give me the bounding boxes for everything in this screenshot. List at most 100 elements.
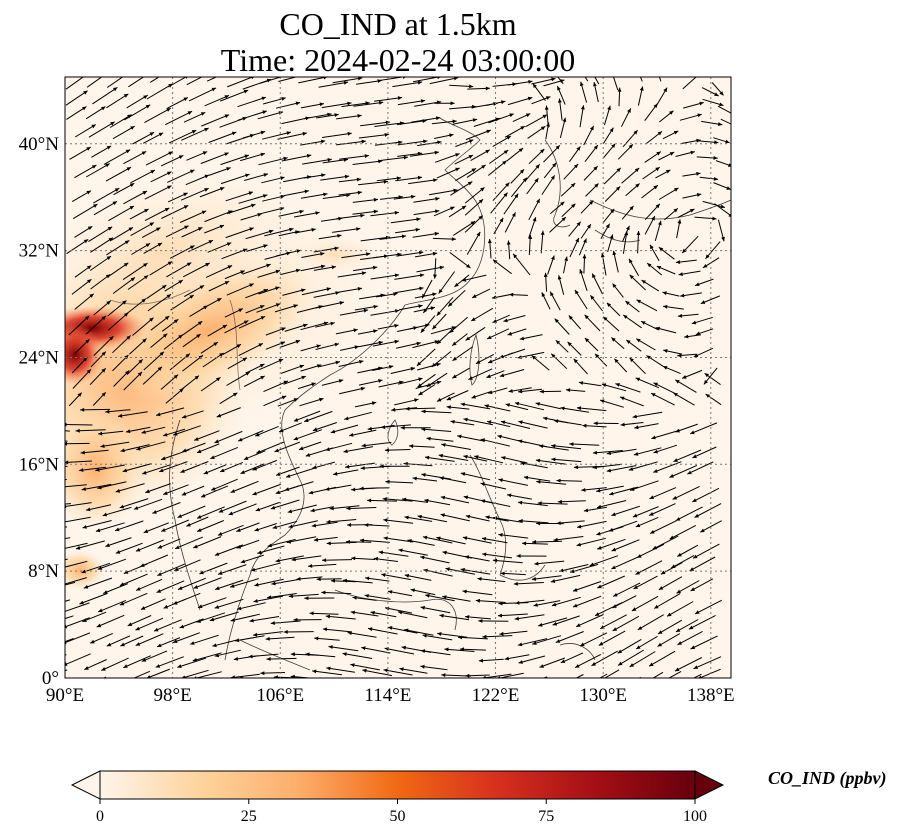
wind-vector-head [303, 323, 308, 328]
wind-vector-head [576, 63, 580, 67]
wind-vector-head [712, 216, 717, 221]
wind-vector-head [436, 362, 441, 367]
wind-vector-shaft [387, 626, 418, 634]
colorbar-extend-max [694, 770, 725, 800]
wind-vector-head [460, 472, 466, 476]
wind-vector-head [704, 373, 710, 378]
wind-vector-head [398, 140, 403, 145]
wind-vector-shaft [550, 574, 581, 583]
wind-vector-head [65, 662, 68, 666]
wind-vector-head [167, 261, 173, 266]
wind-vector-shaft [240, 463, 265, 475]
wind-vector-shaft [552, 615, 580, 626]
wind-vector-shaft [473, 117, 500, 127]
wind-vector-head [357, 190, 362, 195]
wind-vector-head [196, 619, 201, 623]
wind-vector-head [115, 527, 120, 532]
wind-vector-shaft [304, 410, 333, 423]
wind-vector-head [373, 197, 378, 202]
wind-vector-head [705, 254, 710, 259]
wind-vector-shaft [674, 379, 697, 393]
wind-vector-head [226, 242, 232, 246]
wind-vector-head [173, 639, 178, 643]
wind-vector-head [422, 535, 428, 540]
wind-vector-shaft [153, 619, 182, 632]
wind-vector-head [157, 242, 163, 247]
wind-vector-head [571, 203, 576, 208]
wind-vector-head [411, 194, 416, 199]
wind-vector-head [629, 663, 634, 667]
wind-vector-head [554, 419, 559, 424]
wind-vector-head [364, 523, 369, 527]
wind-vector-head [650, 244, 654, 250]
wind-vector-head [689, 567, 695, 571]
wind-vector-shaft [592, 463, 623, 469]
wind-vector-head [557, 86, 561, 91]
wind-vector-shaft [499, 348, 526, 359]
wind-vector-head [178, 586, 183, 590]
wind-vector-shaft [65, 638, 74, 643]
wind-vector-shaft [226, 283, 254, 296]
wind-vector-head [395, 309, 400, 313]
wind-vector-head [420, 328, 425, 333]
wind-vector-shaft [539, 657, 565, 668]
wind-vector-shaft [144, 207, 170, 222]
wind-vector-shaft [174, 559, 201, 572]
wind-vector-head [197, 515, 202, 519]
wind-vector-shaft [635, 635, 658, 650]
wind-vector-head [484, 404, 489, 409]
wind-vector-shaft [378, 551, 409, 557]
wind-vector-head [96, 623, 102, 628]
wind-vector-head [242, 357, 247, 362]
wind-vector-head [377, 79, 382, 83]
wind-vector-shaft [343, 446, 374, 453]
wind-vector-head [433, 178, 438, 183]
wind-vector-head [698, 675, 702, 678]
wind-vector-shaft [278, 77, 298, 82]
wind-vector-head [293, 617, 298, 622]
wind-vector-head [539, 389, 544, 394]
wind-vector-head [204, 128, 209, 132]
wind-vector-shaft [106, 93, 129, 109]
wind-vector-shaft [720, 118, 731, 125]
wind-vector-shaft [352, 210, 379, 215]
wind-vector-shaft [430, 326, 457, 335]
wind-vector-head [120, 642, 125, 647]
wind-vector-head [201, 493, 206, 498]
wind-vector-shaft [379, 235, 407, 240]
wind-vector-head [517, 642, 523, 647]
wind-vector-shaft [450, 181, 473, 196]
wind-vector-head [690, 150, 695, 155]
wind-vector-head [566, 388, 571, 392]
wind-vector-head [398, 548, 403, 553]
wind-vector-head [538, 622, 543, 627]
wind-vector-head [420, 99, 426, 103]
wind-vector-head [647, 263, 652, 268]
wind-vector-shaft [537, 502, 568, 505]
wind-vector-head [90, 639, 95, 644]
wind-vector-shaft [326, 519, 357, 523]
wind-vector-shaft [103, 149, 131, 165]
wind-vector-shaft [535, 459, 566, 465]
wind-vector-head [432, 292, 437, 297]
wind-vector-head [87, 279, 92, 284]
wind-vector-head [304, 418, 309, 423]
wind-vector-head [86, 190, 91, 195]
wind-vector-head [518, 148, 524, 153]
wind-vector-shaft [314, 637, 340, 641]
wind-vector-shaft [668, 670, 682, 678]
wind-vector-head [480, 438, 485, 443]
wind-vector-shaft [357, 367, 383, 374]
wind-vector-head [486, 374, 491, 378]
wind-vector-head [497, 434, 502, 439]
wind-vector-shaft [591, 650, 618, 667]
wind-vector-shaft [384, 607, 413, 614]
wind-vector-head [295, 339, 301, 344]
wind-vector-head [144, 209, 149, 213]
wind-vector-head [253, 599, 258, 603]
wind-vector-head [299, 446, 304, 451]
wind-vector-head [503, 150, 509, 155]
wind-vector-head [720, 204, 725, 209]
wind-vector-head [197, 528, 202, 532]
wind-vector-shaft [112, 335, 131, 354]
